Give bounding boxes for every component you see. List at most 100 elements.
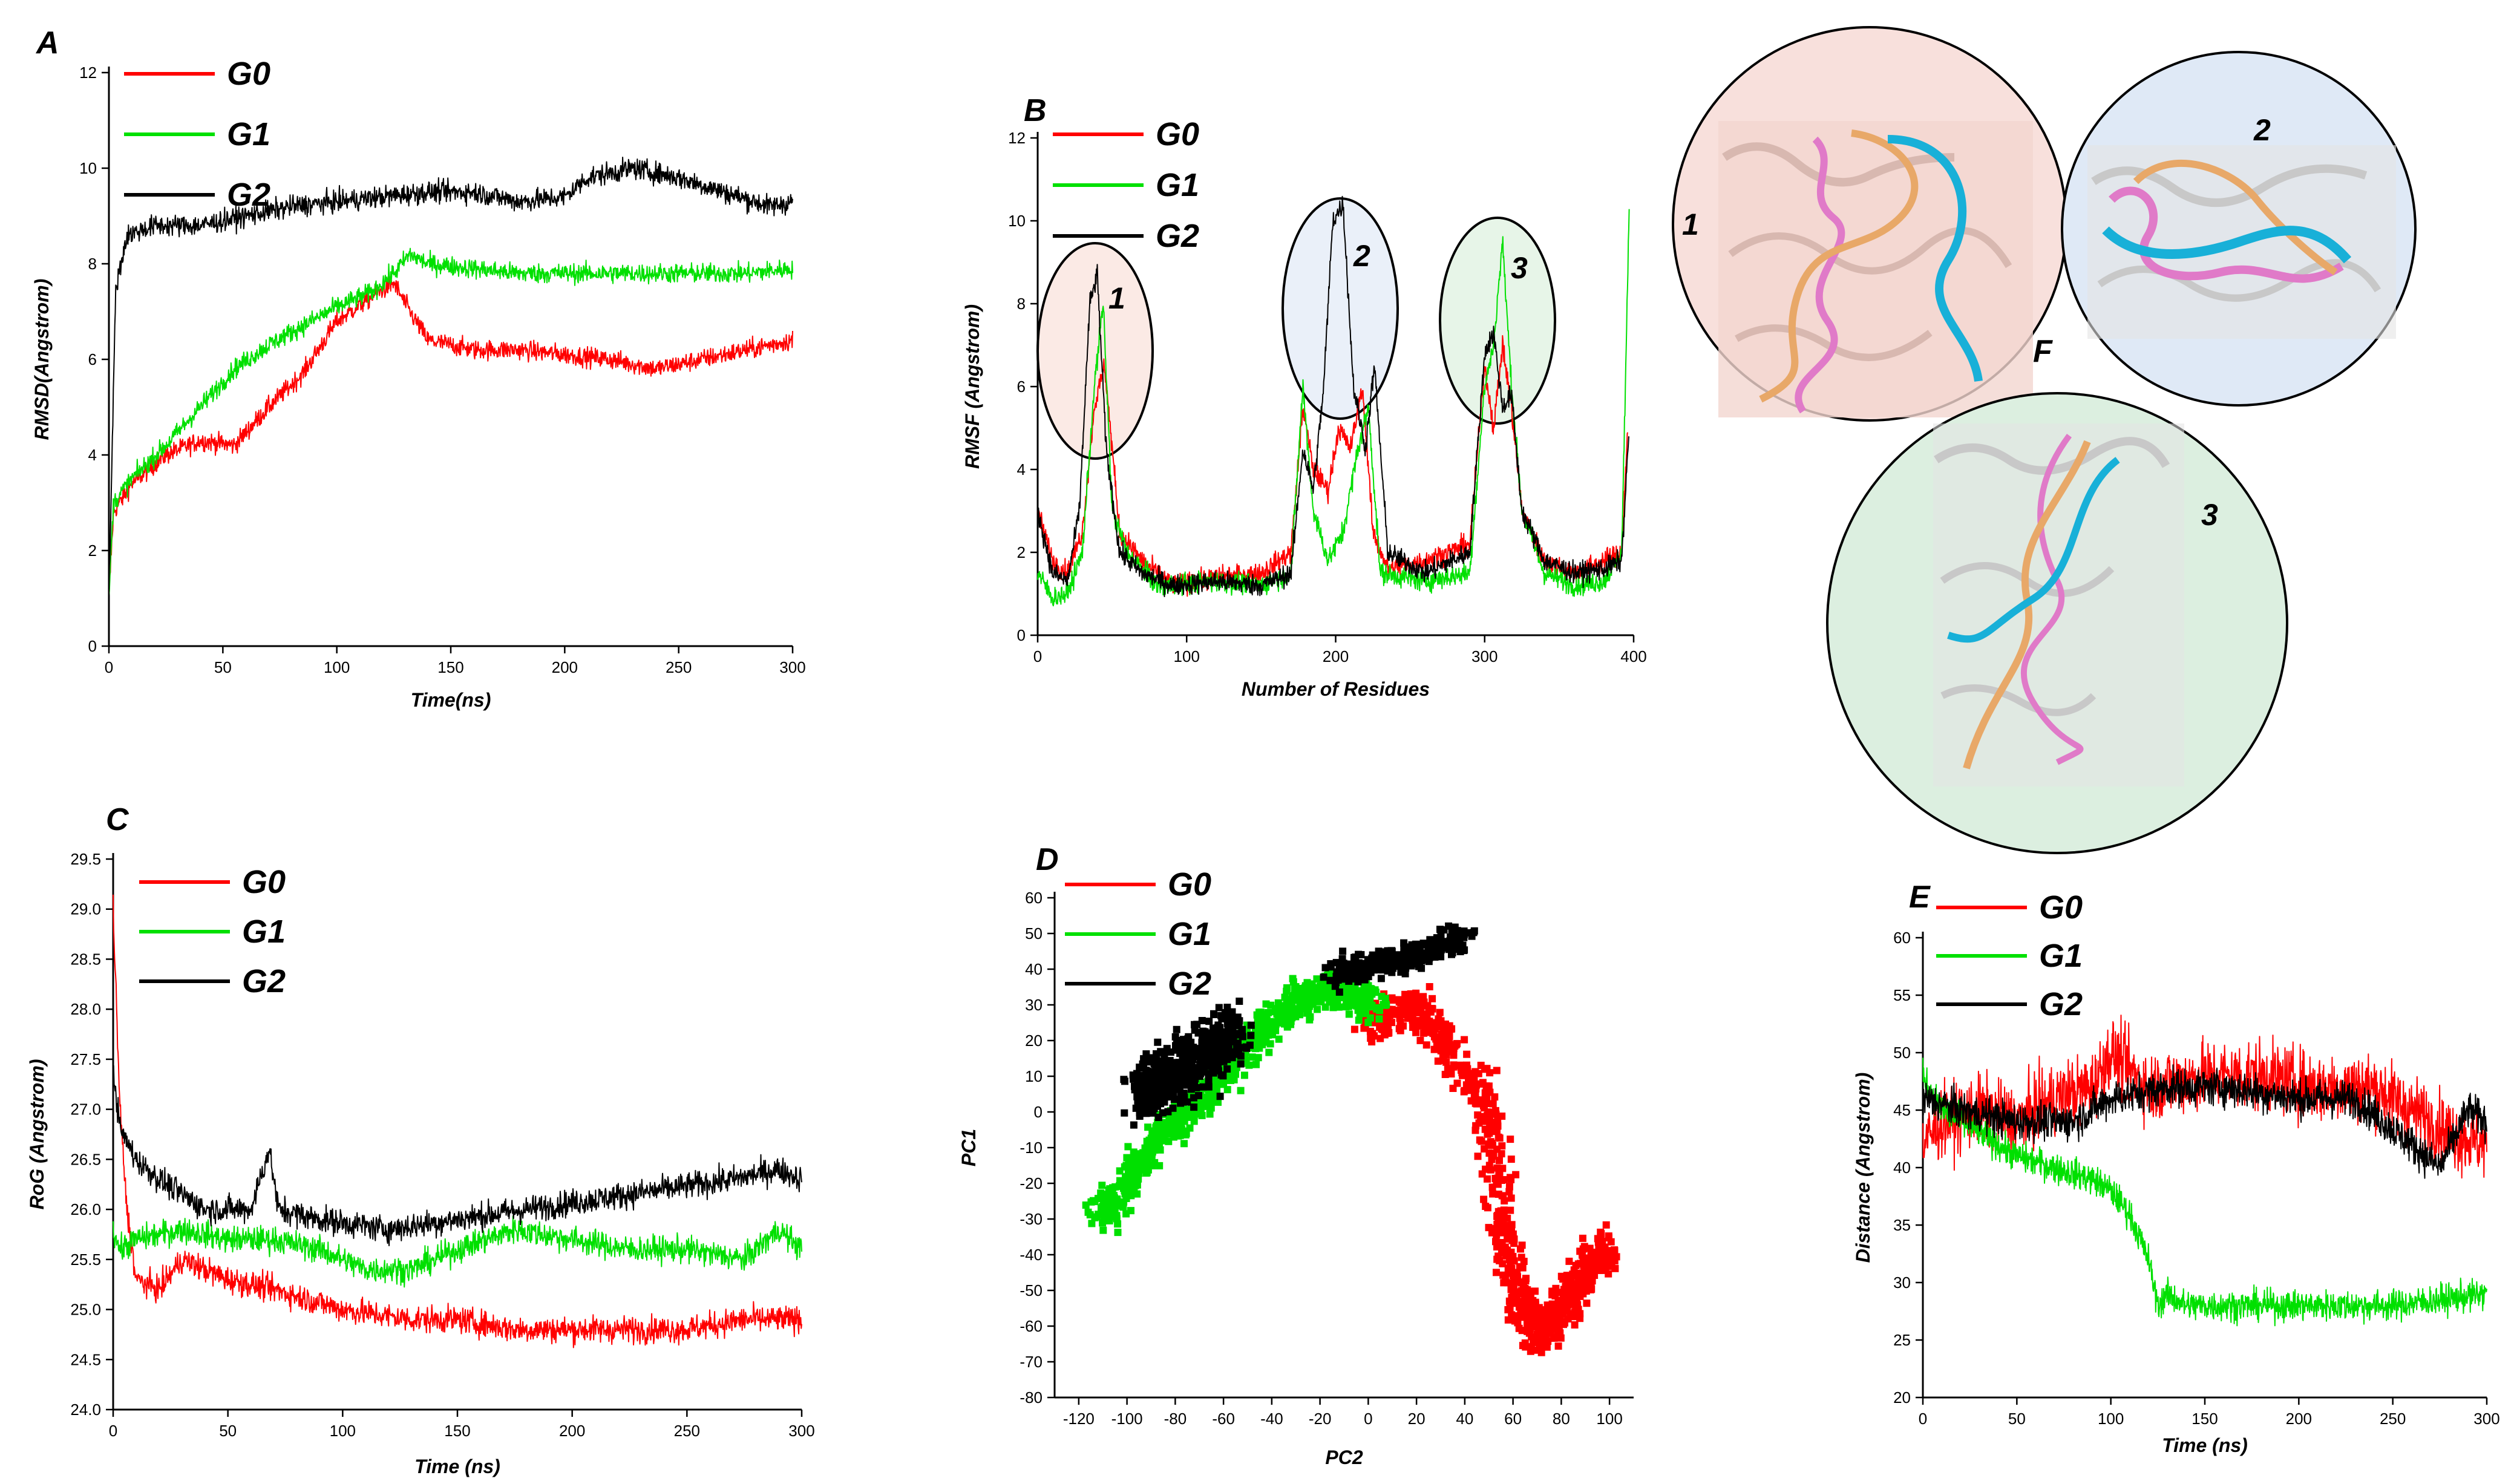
series-G1-line [1922,1057,2487,1327]
y-tick-label: -20 [1020,1174,1043,1192]
legend-label-G2: G2 [227,177,270,213]
scatter-point [1191,1026,1199,1034]
scatter-point [1139,1108,1147,1116]
series-G2-points [1120,922,1478,1129]
scatter-point [1177,1099,1185,1107]
scatter-point [1211,1084,1219,1091]
scatter-point [1442,1051,1450,1059]
scatter-point [1097,1189,1105,1197]
legend-label-G0: G0 [242,864,286,900]
x-tick-label: 80 [1553,1410,1570,1428]
scatter-point [1447,1025,1455,1033]
scatter-point [1586,1281,1593,1289]
scatter-point [1106,1212,1114,1220]
scatter-point [1411,1024,1419,1031]
scatter-point [1098,1182,1106,1189]
scatter-point [1208,1062,1216,1070]
scatter-point [1173,1025,1180,1033]
scatter-point [1182,1129,1190,1137]
legend-label-G0: G0 [2039,889,2083,926]
scatter-point [1196,1061,1203,1068]
scatter-point [1213,1050,1220,1057]
scatter-point [1396,1027,1404,1035]
scatter-point [1373,1004,1381,1012]
scatter-point [1548,1291,1556,1299]
scatter-point [1499,1260,1507,1267]
series-G0-points [1350,983,1620,1356]
scatter-point [1153,1050,1160,1057]
scatter-point [1299,985,1307,992]
scatter-point [1127,1192,1135,1200]
scatter-point [1172,1120,1180,1128]
scatter-point [1180,1140,1188,1148]
scatter-point [1364,1019,1372,1027]
y-tick-label: 28.5 [70,950,101,968]
scatter-point [1099,1226,1107,1234]
scatter-point [1205,1070,1213,1077]
scatter-point [1436,1008,1444,1016]
x-tick-label: 100 [324,658,350,676]
scatter-point [1461,1087,1468,1094]
scatter-point [1364,990,1372,998]
scatter-point [1306,1013,1314,1021]
scatter-point [1181,1108,1189,1115]
scatter-point [1458,1066,1465,1074]
scatter-point [1232,1042,1240,1050]
scatter-point [1219,1057,1227,1065]
scatter-point [1381,995,1389,1002]
scatter-point [1215,1004,1223,1012]
scatter-point [1420,1010,1428,1018]
scatter-point [1289,975,1297,982]
scatter-point [1494,1191,1502,1198]
scatter-point [1180,1090,1188,1097]
scatter-point [1318,985,1326,993]
scatter-point [1493,1269,1500,1276]
scatter-point [1507,1194,1515,1202]
scatter-point [1456,942,1464,950]
scatter-point [1433,1044,1441,1051]
scatter-point [1206,1110,1214,1118]
y-tick-label: 29.0 [70,900,101,918]
scatter-point [1549,1320,1557,1328]
panel-B-label: B [1024,93,1047,128]
scatter-point [1429,995,1436,1002]
x-tick-label: 60 [1504,1410,1522,1428]
x-tick-label: 0 [105,658,113,676]
scatter-point [1498,1113,1506,1120]
scatter-point [1321,964,1329,972]
scatter-point [1388,1005,1396,1013]
scatter-point [1521,1290,1528,1298]
scatter-point [1164,1108,1172,1116]
scatter-point [1478,1170,1486,1178]
scatter-point [1487,1166,1494,1174]
scatter-point [1154,1038,1162,1046]
scatter-point [1190,1117,1198,1125]
scatter-point [1396,1015,1404,1022]
x-tick-label: 0 [1919,1410,1927,1428]
scatter-point [1201,1044,1208,1051]
scatter-point [1160,1091,1168,1099]
scatter-point [1579,1234,1586,1242]
scatter-point [1190,1103,1198,1111]
scatter-point [1343,1001,1351,1009]
scatter-point [1422,1028,1430,1036]
scatter-point [1170,1089,1177,1097]
scatter-point [1210,1011,1218,1018]
scatter-point [1519,1264,1527,1272]
scatter-point [1451,923,1459,931]
scatter-point [1236,1017,1243,1025]
structure-inset-1: 1 [1672,26,2067,422]
scatter-point [1180,1050,1188,1058]
scatter-point [1142,1159,1150,1167]
scatter-point [1420,998,1428,1006]
scatter-point [1155,1144,1163,1151]
scatter-point [1501,1249,1508,1257]
panel-D-label: D [1036,842,1059,877]
panel-A-label: A [35,25,59,60]
scatter-point [1214,1098,1222,1106]
scatter-point [1507,1254,1514,1261]
highlight-region-2 [1282,197,1399,420]
scatter-point [1114,1229,1122,1237]
scatter-point [1530,1322,1538,1330]
